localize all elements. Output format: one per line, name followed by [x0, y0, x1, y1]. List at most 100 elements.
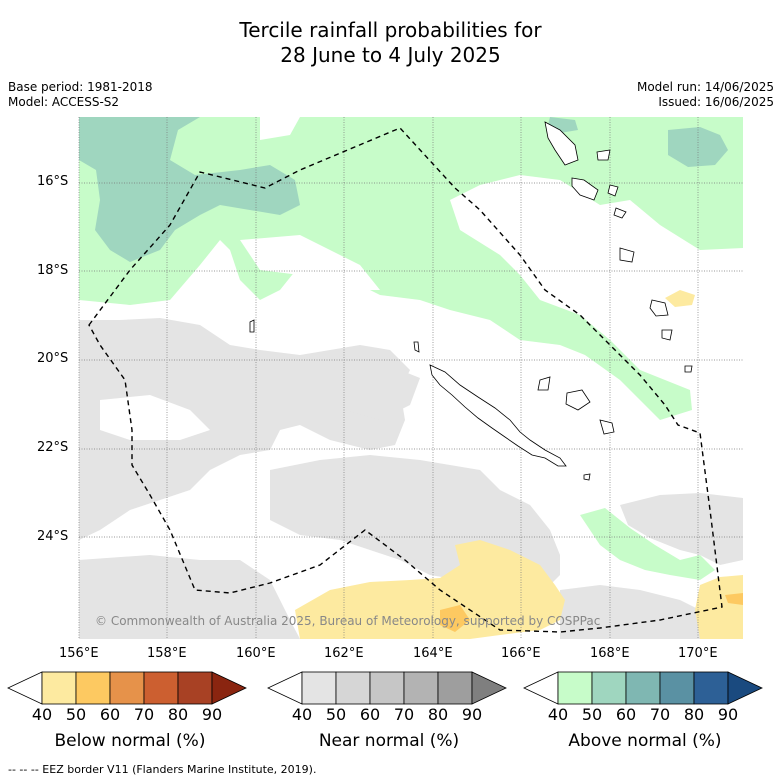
probability-layer	[79, 117, 743, 639]
new-caledonia-island	[429, 364, 567, 467]
loyalty-island-1	[537, 376, 551, 391]
colorbar-segment	[557, 671, 593, 705]
near-normal-east	[620, 493, 743, 565]
small-island-1	[661, 329, 673, 341]
title-line-2: 28 June to 4 July 2025	[280, 43, 501, 67]
lon-label-166e: 166°E	[501, 646, 541, 661]
colorbar-low-extend	[267, 671, 303, 705]
colorbar-segment	[659, 671, 695, 705]
graticule	[78, 117, 743, 639]
colorbar-segment	[143, 671, 179, 705]
above-normal-se-region	[580, 508, 715, 580]
lat-label-24s: 24°S	[37, 529, 69, 544]
colorbar-tick-label: 70	[393, 705, 415, 724]
colorbar-0	[7, 671, 247, 705]
lon-label-156e: 156°E	[59, 646, 99, 661]
below-normal-south	[295, 540, 565, 639]
vanuatu-island-6	[619, 247, 635, 263]
colorbar-1	[267, 671, 507, 705]
colorbar-tick-label: 40	[31, 705, 53, 724]
eez-border	[88, 127, 723, 633]
colorbar-segment	[41, 671, 77, 705]
below-normal-60-spot	[440, 605, 470, 632]
below-normal-label: Below normal (%)	[54, 731, 206, 751]
colorbar-tick-label: 80	[427, 705, 449, 724]
colorbar-tick-label: 80	[167, 705, 189, 724]
model-run: Model run: 14/06/2025	[636, 80, 774, 94]
near-normal-se-strip	[560, 585, 743, 639]
lat-label-22s: 22°S	[37, 440, 69, 455]
colorbar-high-extend	[471, 671, 507, 705]
meta-right: Model run: 14/06/2025 Issued: 16/06/2025	[637, 80, 774, 110]
colorbar-tick-label: 50	[581, 705, 603, 724]
below-normal-east-spot	[665, 290, 695, 307]
colorbar-segment	[177, 671, 213, 705]
near-normal-south-west	[79, 555, 300, 639]
lat-label-20s: 20°S	[37, 351, 69, 366]
above-normal-label: Above normal (%)	[568, 731, 722, 751]
vanuatu-island-2	[571, 177, 599, 201]
meta-left: Base period: 1981-2018 Model: ACCESS-S2	[8, 80, 153, 110]
colorbar-tick-label: 50	[325, 705, 347, 724]
lat-label-18s: 18°S	[37, 263, 69, 278]
above-normal-60-region	[79, 117, 300, 262]
colorbar-tick-label: 40	[291, 705, 313, 724]
colorbar-tick-label: 90	[201, 705, 223, 724]
loyalty-island-2	[565, 389, 591, 411]
loyalty-island-3	[599, 419, 615, 435]
colorbar-segment	[591, 671, 627, 705]
colorbar-tick-label: 70	[649, 705, 671, 724]
small-island-4	[413, 341, 420, 353]
small-island-2	[684, 365, 693, 373]
issued-date: Issued: 16/06/2025	[658, 95, 774, 109]
colorbar-tick-label: 60	[359, 705, 381, 724]
vanuatu-island-3	[596, 149, 611, 161]
colorbar-2	[523, 671, 763, 705]
colorbar-segment	[625, 671, 661, 705]
title-line-1: Tercile rainfall probabilities for	[239, 18, 542, 42]
near-normal-central	[310, 362, 420, 420]
small-island-3	[249, 319, 255, 333]
lon-label-160e: 160°E	[236, 646, 276, 661]
colorbar-low-extend	[7, 671, 43, 705]
colorbar-tick-label: 70	[133, 705, 155, 724]
colorbar-tick-label: 60	[99, 705, 121, 724]
copyright-note: © Commonwealth of Australia 2025, Bureau…	[95, 614, 601, 628]
colorbar-tick-label: 50	[65, 705, 87, 724]
coastlines	[249, 121, 693, 481]
colorbar-segment	[301, 671, 337, 705]
colorbar-tick-label: 90	[461, 705, 483, 724]
colorbar-segment	[369, 671, 405, 705]
lon-label-170e: 170°E	[678, 646, 718, 661]
colorbar-low-extend	[523, 671, 559, 705]
colorbar-segment	[75, 671, 111, 705]
map-title: Tercile rainfall probabilities for 28 Ju…	[0, 18, 781, 68]
isle-of-pines	[583, 473, 591, 481]
colorbar-segment	[335, 671, 371, 705]
below-normal-se-60	[725, 593, 743, 605]
eez-footer-note: -- -- -- EEZ border V11 (Flanders Marine…	[8, 763, 317, 776]
colorbar-high-extend	[211, 671, 247, 705]
near-normal-white-hole	[100, 395, 210, 440]
vanuatu-island-5	[613, 207, 627, 219]
colorbar-tick-label: 80	[683, 705, 705, 724]
below-normal-se	[695, 575, 743, 639]
lat-label-16s: 16°S	[37, 174, 69, 189]
base-period: Base period: 1981-2018	[8, 80, 153, 94]
colorbar-tick-label: 60	[615, 705, 637, 724]
colorbar-segment	[693, 671, 729, 705]
colorbar-high-extend	[727, 671, 763, 705]
lon-label-158e: 158°E	[147, 646, 187, 661]
model-name: Model: ACCESS-S2	[8, 95, 120, 109]
lon-label-164e: 164°E	[413, 646, 453, 661]
vanuatu-island-1	[544, 121, 579, 166]
colorbar-segment	[437, 671, 473, 705]
colorbar-tick-label: 90	[717, 705, 739, 724]
colorbar-tick-label: 40	[547, 705, 569, 724]
vanuatu-island-4	[607, 184, 619, 197]
above-normal-white-gap-2	[260, 117, 300, 140]
colorbar-segment	[403, 671, 439, 705]
lon-label-162e: 162°E	[324, 646, 364, 661]
